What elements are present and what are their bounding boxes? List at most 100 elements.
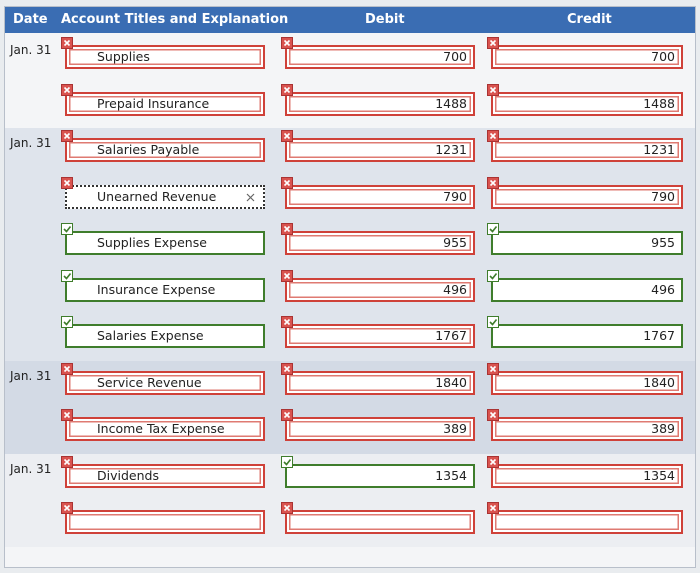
status-icon: [281, 83, 293, 96]
status-icon: [61, 176, 73, 189]
field-text: 955: [443, 235, 467, 250]
status-icon: [487, 362, 499, 375]
debit-field[interactable]: 389: [281, 409, 475, 441]
field-text: Salaries Payable: [97, 142, 200, 157]
account-field[interactable]: Supplies Expense: [61, 223, 265, 255]
entry-group: Jan. 31 Dividends 1354 1354: [5, 453, 695, 547]
journal-body: Jan. 31 Supplies 700 700 Prepaid Insurance 14…: [5, 35, 695, 547]
debit-field[interactable]: [281, 502, 475, 534]
account-field[interactable]: Dividends: [61, 455, 265, 488]
status-icon: [61, 362, 73, 375]
date-label: Jan. 31: [10, 136, 52, 150]
credit-field[interactable]: 1488: [487, 83, 683, 116]
clear-button[interactable]: [246, 193, 255, 202]
field-text: Prepaid Insurance: [97, 95, 210, 111]
status-icon: [281, 37, 293, 49]
field-text: Dividends: [97, 467, 159, 483]
status-icon: [61, 269, 73, 282]
field-text: 1354: [643, 467, 675, 483]
field-text: 1231: [435, 142, 467, 157]
field-text: Unearned Revenue: [97, 188, 217, 204]
field-text: Insurance Expense: [97, 281, 216, 297]
debit-field[interactable]: 955: [281, 223, 475, 255]
credit-field[interactable]: 700: [487, 37, 683, 69]
debit-field[interactable]: 1840: [281, 362, 475, 395]
debit-field[interactable]: 1354: [281, 455, 475, 488]
account-field[interactable]: [61, 502, 265, 534]
status-icon: [61, 316, 73, 328]
field-text: Salaries Expense: [97, 328, 204, 343]
account-field[interactable]: Insurance Expense: [61, 269, 265, 302]
date-label: Jan. 31: [10, 43, 52, 57]
status-icon: [61, 223, 73, 235]
entry-group: Jan. 31 Salaries Payable 1231 1231 Unearned …: [5, 128, 695, 361]
journal-row: Jan. 31 Supplies 700 700: [5, 35, 695, 82]
journal-row: [5, 500, 695, 547]
status-icon: [61, 130, 73, 142]
status-icon: [61, 83, 73, 96]
field-text: 1354: [435, 467, 467, 483]
status-icon: [487, 37, 499, 49]
field-text: Supplies: [97, 49, 150, 64]
account-field[interactable]: Unearned Revenue: [61, 176, 265, 209]
debit-field[interactable]: 790: [281, 176, 475, 209]
debit-field[interactable]: 1767: [281, 316, 475, 348]
field-text: 496: [443, 281, 467, 297]
status-icon: [61, 37, 73, 49]
journal-row: Supplies Expense 955 955: [5, 221, 695, 268]
debit-field[interactable]: 700: [281, 37, 475, 69]
status-icon: [487, 176, 499, 189]
date-label: Jan. 31: [10, 368, 52, 383]
debit-header: Debit: [365, 12, 405, 27]
field-text: 790: [443, 188, 467, 204]
status-icon: [487, 502, 499, 514]
status-icon: [487, 316, 499, 328]
status-icon: [281, 130, 293, 142]
status-icon: [281, 223, 293, 235]
credit-field[interactable]: 1231: [487, 130, 683, 162]
journal-row: Unearned Revenue 790 790: [5, 175, 695, 222]
date-label: Jan. 31: [10, 461, 52, 476]
credit-field[interactable]: 389: [487, 409, 683, 441]
field-text: 700: [651, 49, 675, 64]
status-icon: [61, 502, 73, 514]
journal-row: Jan. 31 Salaries Payable 1231 1231: [5, 128, 695, 175]
credit-field[interactable]: 790: [487, 176, 683, 209]
credit-field[interactable]: [487, 502, 683, 534]
status-icon: [281, 316, 293, 328]
journal-row: Jan. 31 Dividends 1354 1354: [5, 454, 695, 501]
status-icon: [487, 223, 499, 235]
status-icon: [281, 409, 293, 421]
account-field[interactable]: Prepaid Insurance: [61, 83, 265, 116]
debit-field[interactable]: 1488: [281, 83, 475, 116]
field-text: 1840: [643, 374, 675, 390]
field-text: 1767: [435, 328, 467, 343]
field-text: Supplies Expense: [97, 235, 207, 250]
date-header: Date: [13, 12, 48, 27]
status-icon: [487, 269, 499, 282]
status-icon: [281, 455, 293, 468]
debit-field[interactable]: 496: [281, 269, 475, 302]
account-field[interactable]: Supplies: [61, 37, 265, 69]
status-icon: [487, 409, 499, 421]
field-text: 1488: [435, 95, 467, 111]
status-icon: [281, 502, 293, 514]
field-text: 1840: [435, 374, 467, 390]
entry-group: Jan. 31 Service Revenue 1840 1840 Income Tax…: [5, 360, 695, 454]
header-bar: Date Account Titles and Explanation Debi…: [5, 7, 695, 33]
account-field[interactable]: Service Revenue: [61, 362, 265, 395]
credit-field[interactable]: 1354: [487, 455, 683, 488]
credit-field[interactable]: 955: [487, 223, 683, 255]
field-text: Income Tax Expense: [97, 421, 225, 436]
credit-field[interactable]: 1840: [487, 362, 683, 395]
debit-field[interactable]: 1231: [281, 130, 475, 162]
field-text: 389: [651, 421, 675, 436]
field-text: 700: [443, 49, 467, 64]
status-icon: [61, 409, 73, 421]
account-field[interactable]: Income Tax Expense: [61, 409, 265, 441]
journal-row: Salaries Expense 1767 1767: [5, 314, 695, 361]
account-field[interactable]: Salaries Payable: [61, 130, 265, 162]
credit-field[interactable]: 496: [487, 269, 683, 302]
credit-field[interactable]: 1767: [487, 316, 683, 348]
account-field[interactable]: Salaries Expense: [61, 316, 265, 348]
